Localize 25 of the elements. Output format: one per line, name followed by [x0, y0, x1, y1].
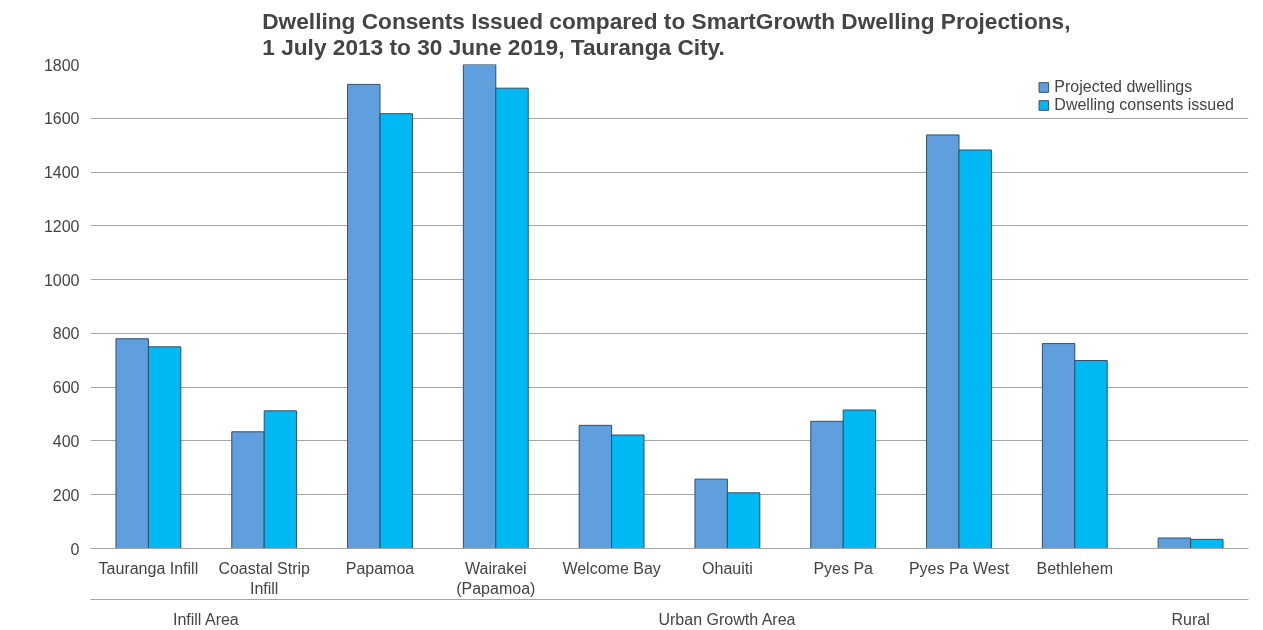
- y-tick-label: 1600: [43, 110, 80, 128]
- legend-label: Dwelling consents issued: [1054, 96, 1234, 114]
- x-tick-label: Tauranga Infill: [98, 559, 199, 577]
- y-tick-label: 1000: [43, 271, 80, 289]
- y-tick-label: 1200: [43, 217, 80, 235]
- chart-title: Dwelling Consents Issued compared to SmartGrowth Dwelling Projections, 1 July 2013 to 30 June 2019, Tauranga City.: [262, 7, 1071, 60]
- y-tick-label: 1800: [43, 56, 80, 74]
- legend-label: Projected dwellings: [1054, 78, 1193, 96]
- y-tick-label: 1400: [43, 164, 80, 182]
- y-tick-label: 0: [70, 540, 80, 558]
- x-tick-label: Pyes Pa West: [908, 559, 1010, 577]
- y-tick-label: 800: [52, 325, 80, 343]
- text: Urban Growth Area: [658, 610, 796, 628]
- text: Rural: [1171, 610, 1210, 628]
- y-tick-label: 600: [52, 379, 80, 397]
- x-tick-label: Coastal Strip Infill: [218, 559, 311, 597]
- y-tick-label: 400: [52, 432, 80, 450]
- x-tick-label: Welcome Bay: [562, 559, 661, 577]
- x-tick-label: Bethlehem: [1036, 559, 1114, 577]
- x-tick-label: Ohauiti: [702, 559, 753, 577]
- y-tick-label: 200: [52, 486, 80, 504]
- x-tick-label: Wairakei (Papamoa): [456, 559, 536, 597]
- x-tick-label: Papamoa: [345, 559, 415, 577]
- x-tick-label: Pyes Pa: [813, 559, 874, 577]
- text: Infill Area: [172, 610, 239, 628]
